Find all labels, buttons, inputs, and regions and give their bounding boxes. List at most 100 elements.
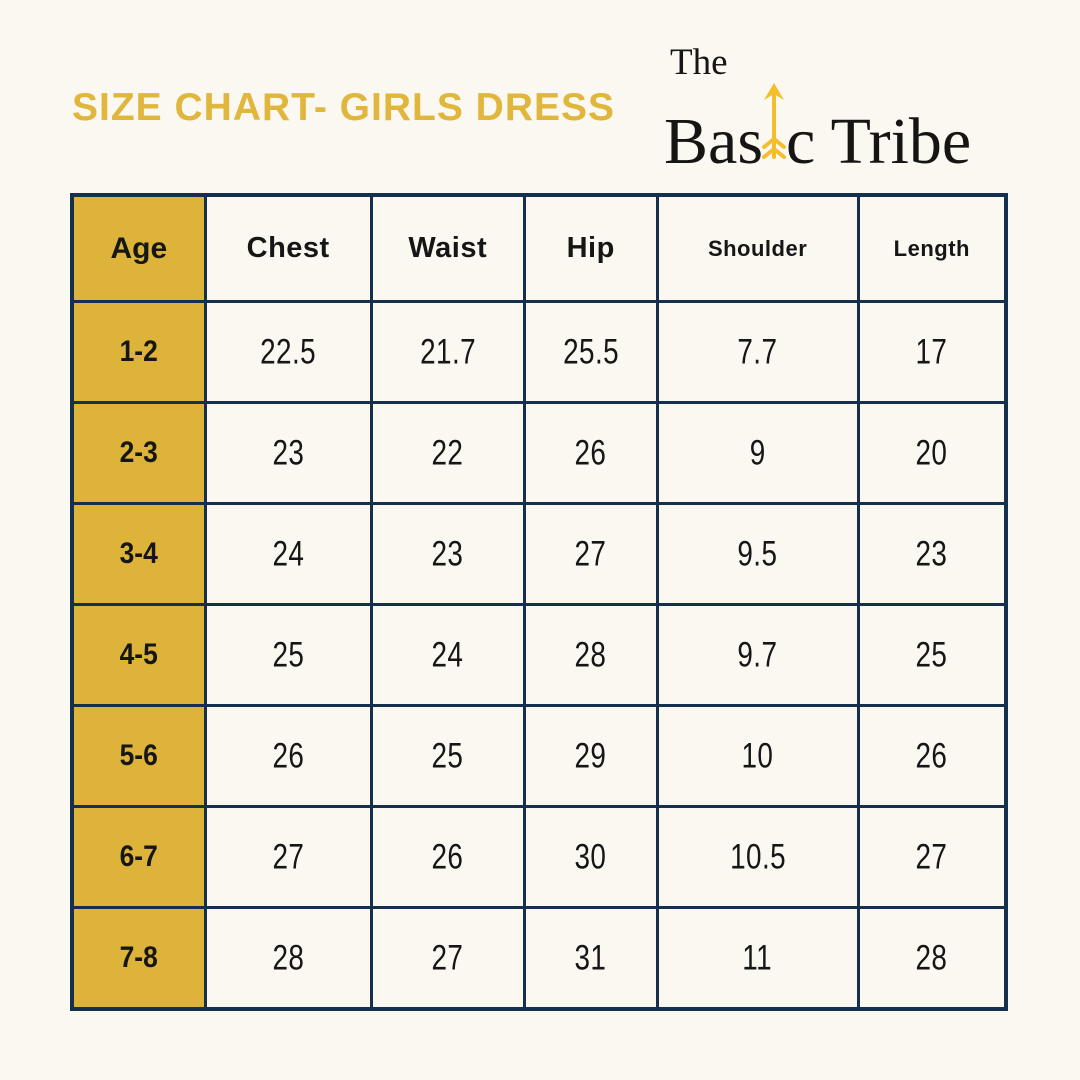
up-arrow-icon	[761, 83, 787, 165]
measurement-cell: 7.7	[658, 303, 857, 401]
measurement-cell: 28	[206, 909, 370, 1007]
column-header-age: Age	[74, 197, 204, 300]
shoulder-value: 10	[741, 735, 774, 776]
measurement-cell: 17	[859, 303, 1004, 401]
measurement-cell: 25	[206, 606, 370, 704]
column-header-label: Shoulder	[707, 235, 808, 261]
logo-basic-prefix: Bas	[664, 105, 763, 178]
hip-value: 28	[574, 634, 607, 675]
shoulder-value: 10.5	[729, 836, 786, 877]
measurement-cell: 9.7	[658, 606, 857, 704]
measurement-cell: 26	[206, 707, 370, 805]
column-header-chest: Chest	[206, 197, 370, 300]
column-header-label: Waist	[408, 232, 488, 264]
column-header-hip: Hip	[525, 197, 656, 300]
measurement-cell: 24	[206, 505, 370, 603]
hip-value: 26	[574, 432, 607, 473]
measurement-cell: 21.7	[372, 303, 523, 401]
length-value: 25	[915, 634, 948, 675]
measurement-cell: 22	[372, 404, 523, 502]
age-cell: 1-2	[74, 303, 204, 401]
column-header-length: Length	[859, 197, 1004, 300]
shoulder-value: 9.5	[737, 533, 778, 574]
length-value: 27	[915, 836, 948, 877]
age-value: 6-7	[119, 840, 158, 873]
measurement-cell: 29	[525, 707, 656, 805]
waist-value: 21.7	[419, 331, 476, 372]
measurement-cell: 27	[372, 909, 523, 1007]
column-header-label: Hip	[566, 232, 615, 264]
shoulder-value: 9.7	[737, 634, 778, 675]
age-value: 2-3	[119, 436, 158, 469]
length-value: 23	[915, 533, 948, 574]
length-value: 28	[915, 937, 948, 978]
measurement-cell: 26	[859, 707, 1004, 805]
age-value: 4-5	[119, 638, 158, 671]
column-header-label: Length	[893, 235, 970, 261]
chest-value: 28	[272, 937, 305, 978]
length-value: 20	[915, 432, 948, 473]
size-chart-table: Age Chest Waist Hip Shoulder Length 1-2 …	[70, 193, 1008, 1011]
measurement-cell: 23	[206, 404, 370, 502]
measurement-cell: 23	[859, 505, 1004, 603]
measurement-cell: 26	[525, 404, 656, 502]
logo-basic-suffix: c	[786, 105, 816, 178]
chest-value: 27	[272, 836, 305, 877]
measurement-cell: 25	[859, 606, 1004, 704]
age-cell: 5-6	[74, 707, 204, 805]
column-header-waist: Waist	[372, 197, 523, 300]
age-cell: 2-3	[74, 404, 204, 502]
waist-value: 24	[431, 634, 464, 675]
shoulder-value: 11	[742, 937, 773, 978]
length-value: 17	[915, 331, 948, 372]
waist-value: 25	[431, 735, 464, 776]
measurement-cell: 25	[372, 707, 523, 805]
logo-tribe: Tribe	[815, 105, 972, 178]
measurement-cell: 30	[525, 808, 656, 906]
age-cell: 3-4	[74, 505, 204, 603]
chest-value: 25	[272, 634, 305, 675]
measurement-cell: 10.5	[658, 808, 857, 906]
waist-value: 23	[431, 533, 464, 574]
age-value: 1-2	[119, 335, 158, 368]
age-cell: 6-7	[74, 808, 204, 906]
logo-the-text: The	[670, 42, 728, 83]
measurement-cell: 31	[525, 909, 656, 1007]
measurement-cell: 10	[658, 707, 857, 805]
measurement-cell: 9.5	[658, 505, 857, 603]
age-cell: 4-5	[74, 606, 204, 704]
chest-value: 24	[272, 533, 305, 574]
length-value: 26	[915, 735, 948, 776]
measurement-cell: 9	[658, 404, 857, 502]
shoulder-value: 9	[749, 432, 766, 473]
page-title: SIZE CHART- GIRLS DRESS	[72, 86, 616, 129]
measurement-cell: 11	[658, 909, 857, 1007]
chest-value: 22.5	[260, 331, 317, 372]
measurement-cell: 28	[859, 909, 1004, 1007]
measurement-cell: 26	[372, 808, 523, 906]
hip-value: 31	[574, 937, 607, 978]
brand-logo: The Bas c Tribe	[664, 44, 1000, 175]
hip-value: 27	[574, 533, 607, 574]
column-header-label: Age	[110, 231, 168, 265]
waist-value: 26	[431, 836, 464, 877]
age-cell: 7-8	[74, 909, 204, 1007]
waist-value: 22	[431, 432, 464, 473]
measurement-cell: 27	[859, 808, 1004, 906]
age-value: 5-6	[119, 739, 158, 772]
shoulder-value: 7.7	[737, 331, 778, 372]
measurement-cell: 27	[206, 808, 370, 906]
logo-basic-tribe-text: Bas c Tribe	[664, 83, 1000, 175]
age-value: 7-8	[119, 941, 158, 974]
measurement-cell: 20	[859, 404, 1004, 502]
hip-value: 25.5	[562, 331, 619, 372]
chest-value: 23	[272, 432, 305, 473]
hip-value: 29	[574, 735, 607, 776]
column-header-shoulder: Shoulder	[658, 197, 857, 300]
measurement-cell: 27	[525, 505, 656, 603]
age-value: 3-4	[119, 537, 158, 570]
measurement-cell: 23	[372, 505, 523, 603]
measurement-cell: 25.5	[525, 303, 656, 401]
measurement-cell: 24	[372, 606, 523, 704]
waist-value: 27	[431, 937, 464, 978]
